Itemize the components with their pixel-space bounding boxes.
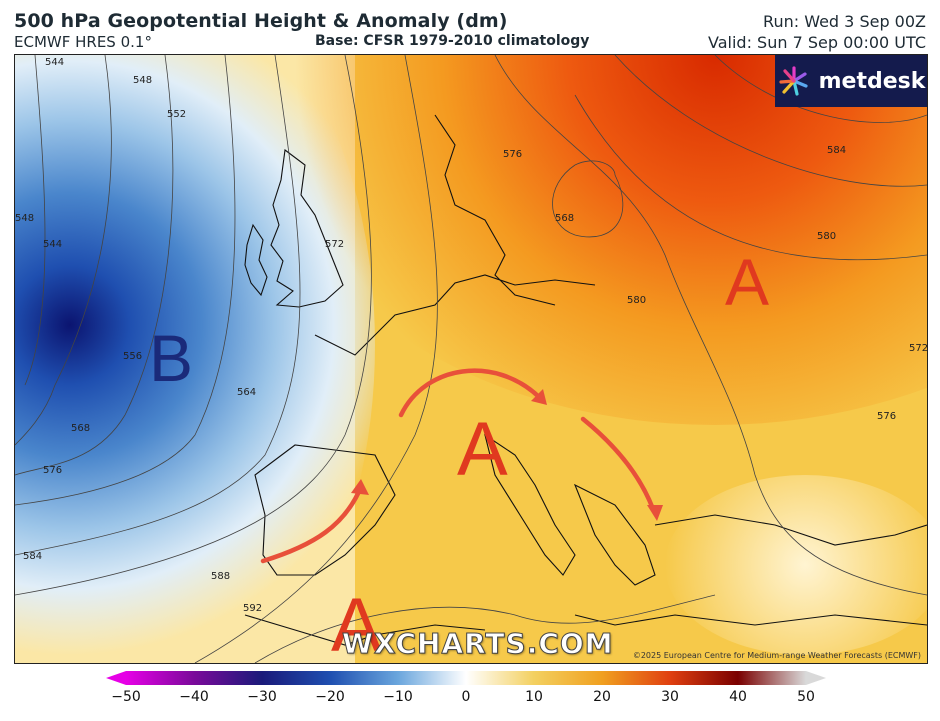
contour-label: 568	[71, 423, 90, 434]
colorbar-min-arrow	[106, 671, 126, 685]
copyright-notice: ©2025 European Centre for Medium-range W…	[632, 651, 921, 660]
coastlines	[244, 114, 927, 646]
contour-label: 584	[23, 551, 42, 562]
metdesk-logo-icon	[779, 66, 808, 96]
contour-label: 568	[555, 213, 574, 224]
high-pressure-label-east: A	[725, 245, 769, 319]
wxcharts-watermark: WXCHARTS.COM	[342, 627, 614, 661]
contour-label: 544	[45, 57, 64, 68]
arrow-iberia	[260, 484, 364, 564]
contour-label: 552	[167, 109, 186, 120]
colorbar-tick-label: −30	[247, 689, 277, 705]
arrow-head-iberia	[351, 479, 369, 495]
arrow-balkans	[580, 416, 656, 512]
colorbar-tick-label: 20	[593, 689, 611, 705]
contour-label: 556	[123, 351, 142, 362]
contour-label: 584	[827, 145, 846, 156]
black-sea-coast	[654, 514, 927, 546]
balkan-coast	[573, 483, 656, 586]
contour-label: 544	[43, 239, 62, 250]
run-label: Run: Wed 3 Sep 00Z	[763, 12, 926, 31]
italy-coast	[484, 433, 576, 576]
colorbar-tick-label: 0	[461, 689, 471, 705]
ireland-coast	[244, 223, 268, 297]
warm-anomaly	[255, 55, 927, 425]
height-contours	[15, 55, 927, 663]
contour-label: 576	[43, 465, 62, 476]
north-africa-coast	[244, 614, 486, 646]
high-pressure-label-south: A	[331, 583, 382, 663]
colorbar-tick-label: −50	[111, 689, 141, 705]
contour-label: 548	[15, 213, 34, 224]
colorbar	[106, 671, 826, 685]
low-pressure-label: B	[149, 321, 193, 395]
contour-label: 592	[243, 603, 262, 614]
arrow-heads	[351, 389, 663, 521]
colorbar-ticks: −50 −40 −30 −20 −10 0 10 20 30 40 50	[0, 689, 940, 709]
arrow-alps	[398, 368, 542, 418]
high-pressure-label-central: A	[457, 407, 508, 492]
britain-coast	[270, 148, 344, 308]
climatology-label: Base: CFSR 1979-2010 climatology	[315, 33, 590, 49]
africa-coast	[574, 614, 927, 626]
pale-anomaly-se	[665, 475, 927, 655]
contour-label: 572	[325, 239, 344, 250]
contour-label: 548	[133, 75, 152, 86]
colorbar-ramp	[126, 671, 806, 685]
north-europe-coast	[314, 274, 596, 356]
flow-arrows	[260, 368, 656, 564]
contour-label: 580	[627, 295, 646, 306]
colorbar-tick-label: 50	[797, 689, 815, 705]
metdesk-logo-text: metdesk	[818, 68, 926, 94]
map-title: 500 hPa Geopotential Height & Anomaly (d…	[14, 10, 508, 32]
colorbar-tick-label: −10	[383, 689, 413, 705]
colorbar-tick-label: 30	[661, 689, 679, 705]
colorbar-tick-label: 10	[525, 689, 543, 705]
contour-label: 576	[877, 411, 896, 422]
contour-label: 564	[237, 387, 256, 398]
contour-labels: 544 548 552 544 548 556 564 568 576 584 …	[15, 57, 927, 614]
scandinavia-coast	[434, 114, 556, 306]
valid-label: Valid: Sun 7 Sep 00:00 UTC	[708, 33, 926, 52]
contour-label: 572	[909, 343, 927, 354]
map-canvas: 544 548 552 544 548 556 564 568 576 584 …	[15, 55, 927, 663]
contour-label: 580	[817, 231, 836, 242]
contour-label: 576	[503, 149, 522, 160]
iberia-coast	[254, 444, 396, 576]
arrow-head-alps	[531, 389, 547, 405]
weather-map: 544 548 552 544 548 556 564 568 576 584 …	[14, 54, 928, 664]
colorbar-tick-label: −40	[179, 689, 209, 705]
model-label: ECMWF HRES 0.1°	[14, 33, 152, 51]
colorbar-tick-label: −20	[315, 689, 345, 705]
metdesk-logo[interactable]: metdesk	[775, 55, 927, 107]
arrow-head-balkans	[647, 505, 663, 521]
colorbar-max-arrow	[806, 671, 826, 685]
contour-label: 588	[211, 571, 230, 582]
colorbar-tick-label: 40	[729, 689, 747, 705]
